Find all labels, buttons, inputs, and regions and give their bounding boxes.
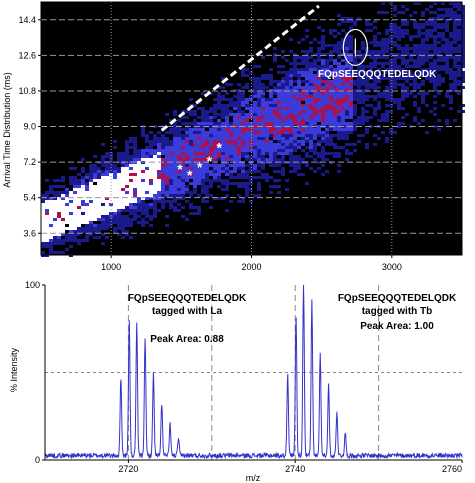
heatmap-y-ticks: 3.6 5.4 7.2 9.0 10.8 12.6 14.4 <box>18 15 41 238</box>
heatmap-y-tick-label: 3.6 <box>23 228 36 238</box>
heatmap-grid <box>41 2 462 255</box>
star-marker: * <box>177 161 183 177</box>
spectrum-y-ticks: 0 100 <box>25 280 45 465</box>
spectrum-x-tick-label: 2720 <box>118 464 138 474</box>
heatmap-y-axis-label: Arrival Time Distribution (ms) <box>2 72 12 188</box>
annotation-tb-line1: FQpSEEQQQTEDELQDK <box>338 293 457 304</box>
heatmap-y-tick-label: 9.0 <box>23 122 36 132</box>
annotation-tb-line2: tagged with Tb <box>362 306 433 317</box>
heatmap-x-ticks: 1000 2000 3000 <box>101 255 402 272</box>
highlight-ellipse <box>342 28 368 67</box>
star-marker: * <box>207 153 213 169</box>
spectrum-plot-area <box>45 285 462 460</box>
spectrum-y-axis-label: % Intensity <box>9 347 19 392</box>
spectrum-x-tick-label: 2740 <box>285 464 305 474</box>
heatmap-y-tick-label: 5.4 <box>23 193 36 203</box>
annotation-la-line2: tagged with La <box>152 306 222 317</box>
star-marker: * <box>216 139 222 155</box>
star-marker: * <box>197 159 203 175</box>
annotation-la-line1: FQpSEEQQQTEDELQDK <box>128 293 247 304</box>
heatmap-star-markers: * * * ** <box>177 139 222 183</box>
heatmap-highlight <box>342 28 368 67</box>
heatmap-y-tick-label: 10.8 <box>18 86 36 96</box>
heatmap-panel: * * * ** FQpSEEQQQTEDELQDK 3.65.47.29.010.8… <box>2 1 465 272</box>
spectrum-x-tick-label: 2760 <box>442 464 462 474</box>
heatmap-x-tick-label: 3000 <box>382 262 402 272</box>
heatmap-highlight-label: FQpSEEQQQTEDELQDK <box>318 69 437 80</box>
heatmap-x-tick-label: 2000 <box>241 262 261 272</box>
heatmap-x-tick-label: 1000 <box>101 262 121 272</box>
heatmap-trendline <box>160 4 320 132</box>
spectrum-x-axis-label: m/z <box>246 473 261 483</box>
heatmap-y-tick-label: 14.4 <box>18 15 36 25</box>
spectrum-y-tick-label: 100 <box>25 280 40 290</box>
spectrum-y-tick-label: 0 <box>35 455 40 465</box>
star-marker: * <box>187 167 193 183</box>
heatmap-trendline-segment <box>160 4 320 132</box>
heatmap-y-tick-label: 12.6 <box>18 50 36 60</box>
heatmap-y-tick-label: 7.2 <box>23 157 36 167</box>
spectrum-series-line <box>44 284 463 460</box>
spectrum-x-ticks: 2720 2740 2760 <box>118 460 463 474</box>
annotation-tb-peak-area: Peak Area: 1.00 <box>360 321 434 332</box>
annotation-la-peak-area: Peak Area: 0.88 <box>150 334 224 345</box>
spectrum-panel: 0 100 2720 2740 2760 % Intensity m/z FQpSEE… <box>9 280 463 483</box>
